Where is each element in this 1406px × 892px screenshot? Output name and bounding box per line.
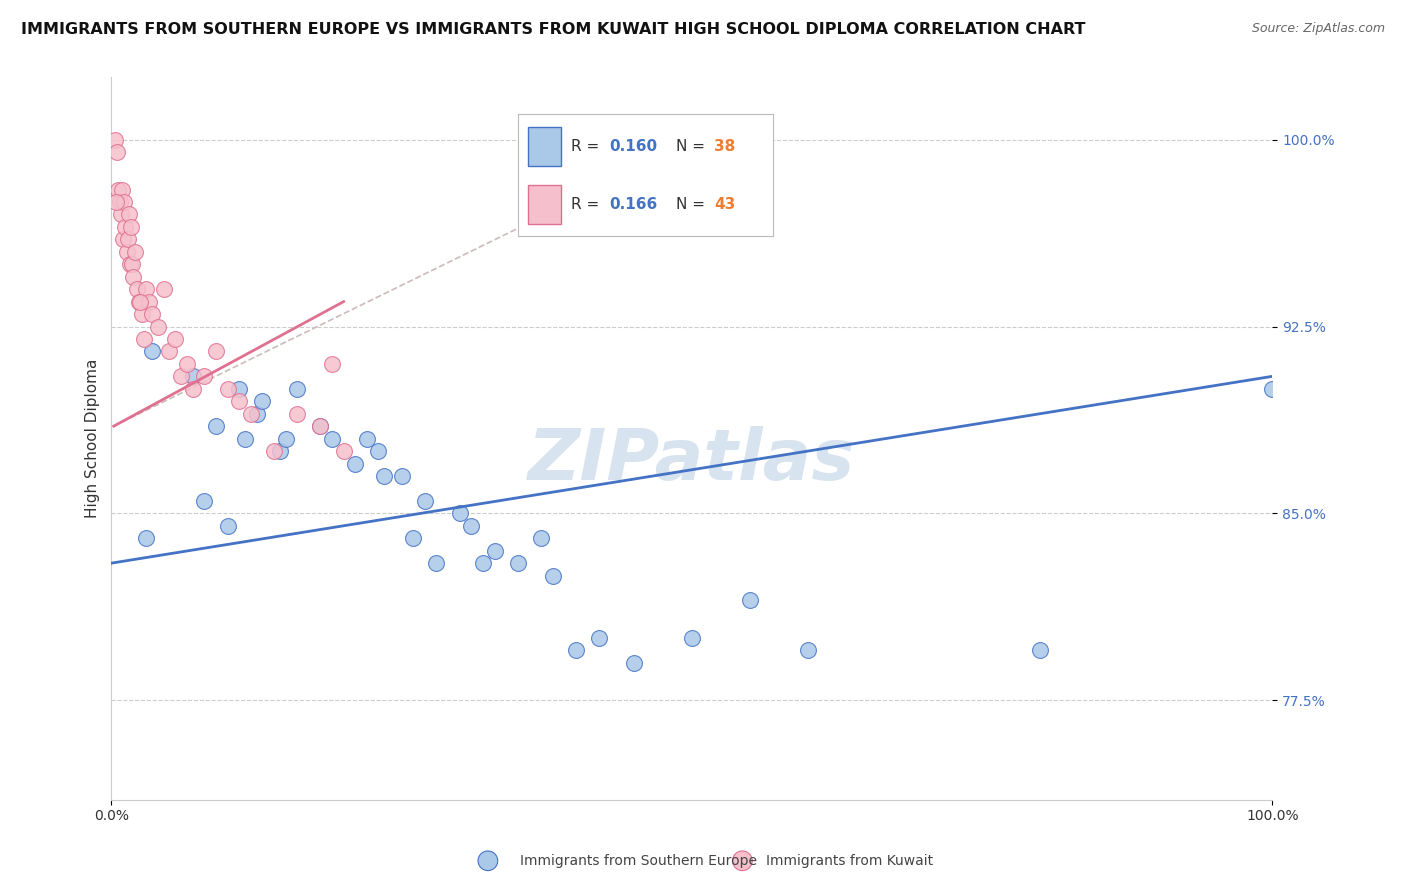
Point xyxy=(105,145,128,160)
Point xyxy=(176,357,198,371)
Point xyxy=(274,432,297,446)
Point xyxy=(129,294,152,309)
Point xyxy=(321,432,343,446)
Point xyxy=(114,219,136,234)
Point xyxy=(205,344,228,359)
Point xyxy=(738,593,761,607)
Point xyxy=(105,194,128,209)
Point xyxy=(107,182,129,196)
Point xyxy=(269,444,291,458)
Point xyxy=(681,631,703,645)
Point xyxy=(193,369,215,384)
Point xyxy=(321,357,343,371)
Point xyxy=(111,232,134,246)
Point xyxy=(170,369,193,384)
Point xyxy=(449,506,471,520)
Point xyxy=(471,556,494,570)
Point xyxy=(460,518,482,533)
Point xyxy=(121,257,143,271)
Point xyxy=(1261,382,1284,396)
Point xyxy=(118,207,141,221)
Point xyxy=(285,407,308,421)
Point xyxy=(239,407,262,421)
Point xyxy=(309,419,332,434)
Point xyxy=(245,407,267,421)
Point xyxy=(118,257,141,271)
Point xyxy=(425,556,447,570)
Point xyxy=(193,494,215,508)
Point xyxy=(125,282,148,296)
Point xyxy=(112,194,135,209)
Text: IMMIGRANTS FROM SOUTHERN EUROPE VS IMMIGRANTS FROM KUWAIT HIGH SCHOOL DIPLOMA CO: IMMIGRANTS FROM SOUTHERN EUROPE VS IMMIG… xyxy=(21,22,1085,37)
Point xyxy=(108,194,131,209)
Y-axis label: High School Diploma: High School Diploma xyxy=(86,359,100,518)
Point xyxy=(205,419,228,434)
Point xyxy=(152,282,174,296)
Point xyxy=(159,344,181,359)
Point xyxy=(228,382,250,396)
Text: Source: ZipAtlas.com: Source: ZipAtlas.com xyxy=(1251,22,1385,36)
Point xyxy=(135,282,157,296)
Point xyxy=(588,631,610,645)
Point xyxy=(344,457,367,471)
Point xyxy=(141,307,163,321)
Point xyxy=(132,332,155,346)
Point xyxy=(141,344,163,359)
Point xyxy=(1029,643,1052,657)
Point xyxy=(285,382,308,396)
Point xyxy=(623,656,645,670)
Point xyxy=(484,543,506,558)
Point xyxy=(332,444,354,458)
Point xyxy=(367,444,389,458)
Point xyxy=(217,382,239,396)
Point xyxy=(530,531,553,545)
Point xyxy=(110,207,132,221)
Point xyxy=(104,133,127,147)
Point xyxy=(252,394,274,409)
Point xyxy=(541,568,564,582)
Point xyxy=(146,319,169,334)
Point xyxy=(413,494,436,508)
Point xyxy=(263,444,285,458)
Point xyxy=(309,419,332,434)
Point xyxy=(128,294,150,309)
Point xyxy=(165,332,187,346)
Point xyxy=(373,469,395,483)
Point xyxy=(131,307,153,321)
Point xyxy=(391,469,413,483)
Point xyxy=(111,182,134,196)
Point xyxy=(228,394,250,409)
Point xyxy=(124,244,146,259)
Point xyxy=(135,531,157,545)
Point xyxy=(117,232,139,246)
Point xyxy=(120,219,142,234)
Text: ZIPatlas: ZIPatlas xyxy=(529,425,856,495)
Point xyxy=(797,643,820,657)
Point xyxy=(506,556,529,570)
Point xyxy=(402,531,425,545)
Point xyxy=(217,518,239,533)
Point xyxy=(233,432,256,446)
Point xyxy=(565,643,588,657)
Point xyxy=(181,369,204,384)
Point xyxy=(115,244,138,259)
Point xyxy=(181,382,204,396)
Text: Immigrants from Southern Europe: Immigrants from Southern Europe xyxy=(520,854,758,868)
Text: Immigrants from Kuwait: Immigrants from Kuwait xyxy=(766,854,934,868)
Point xyxy=(122,269,145,284)
Point xyxy=(356,432,378,446)
Point xyxy=(138,294,160,309)
